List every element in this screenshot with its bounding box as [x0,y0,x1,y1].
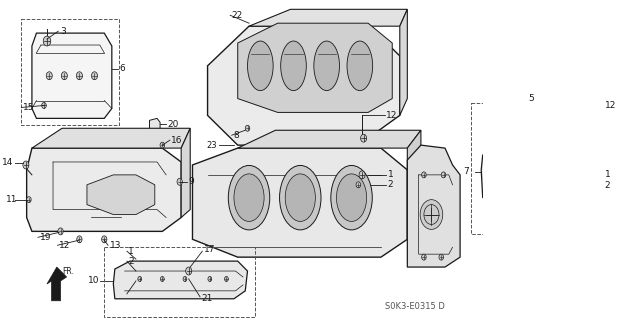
Text: 1: 1 [388,170,394,180]
Circle shape [424,204,439,224]
Circle shape [160,142,165,148]
Ellipse shape [314,41,340,91]
Text: 20: 20 [168,120,179,129]
Circle shape [58,228,63,235]
Circle shape [581,118,587,126]
Text: 5: 5 [528,94,533,103]
Circle shape [208,276,212,281]
Circle shape [439,254,443,260]
Polygon shape [47,267,66,301]
Text: 16: 16 [171,136,183,145]
Ellipse shape [234,174,264,221]
Circle shape [61,72,67,80]
Polygon shape [400,9,407,116]
Circle shape [46,72,52,80]
Polygon shape [249,9,407,26]
Circle shape [442,172,446,178]
Ellipse shape [347,41,373,91]
Text: 12: 12 [386,111,397,120]
Text: 12: 12 [59,241,70,250]
Polygon shape [150,118,160,132]
Polygon shape [481,148,582,198]
Polygon shape [238,130,421,148]
Polygon shape [181,128,190,218]
Text: 10: 10 [88,276,99,285]
Ellipse shape [337,174,366,221]
Text: 13: 13 [109,241,121,250]
Polygon shape [207,26,400,145]
Text: 2: 2 [605,181,610,190]
Circle shape [27,197,31,203]
Text: 23: 23 [207,140,217,150]
Circle shape [77,236,82,243]
Circle shape [186,267,192,275]
Text: 7: 7 [463,167,469,176]
Circle shape [548,169,553,175]
Polygon shape [27,148,181,231]
Circle shape [245,125,250,131]
Text: 6: 6 [119,64,125,73]
Text: 11: 11 [6,195,17,204]
Circle shape [138,276,142,281]
Text: 14: 14 [2,158,13,167]
Circle shape [359,171,365,179]
Circle shape [91,72,97,80]
Text: 8: 8 [233,131,239,140]
Text: 3: 3 [60,27,66,36]
Polygon shape [407,130,421,239]
Text: 17: 17 [204,245,215,254]
Circle shape [177,178,183,185]
Circle shape [76,72,83,80]
Ellipse shape [285,174,315,221]
Circle shape [525,169,530,175]
Text: 9: 9 [189,177,194,186]
Text: 1: 1 [605,170,610,180]
Polygon shape [193,148,407,257]
Polygon shape [32,128,190,148]
Circle shape [225,276,229,281]
Text: 2: 2 [129,257,134,266]
Ellipse shape [248,41,273,91]
Polygon shape [32,33,112,118]
Ellipse shape [229,165,270,230]
Circle shape [160,276,164,281]
Circle shape [422,254,426,260]
Circle shape [579,183,582,188]
Text: 21: 21 [202,294,213,303]
Circle shape [582,172,588,178]
Circle shape [567,169,572,175]
Text: 1: 1 [129,247,134,256]
Text: FR.: FR. [62,267,74,276]
Text: 22: 22 [232,11,243,20]
Text: 12: 12 [605,101,616,110]
Circle shape [503,169,507,175]
Ellipse shape [279,165,321,230]
Polygon shape [87,175,155,214]
Circle shape [422,172,426,178]
Circle shape [420,200,443,229]
Ellipse shape [331,165,372,230]
Circle shape [43,36,51,46]
Polygon shape [238,23,392,112]
Circle shape [361,134,366,142]
Circle shape [102,236,107,243]
Text: 15: 15 [23,103,34,112]
Text: 19: 19 [40,233,51,242]
Circle shape [356,182,361,188]
Text: 2: 2 [388,180,393,189]
Circle shape [42,102,46,108]
Circle shape [183,276,187,281]
Polygon shape [114,261,248,299]
Ellipse shape [281,41,306,91]
Circle shape [23,161,29,169]
Polygon shape [407,145,460,267]
Text: S0K3-E0315 D: S0K3-E0315 D [385,302,445,311]
